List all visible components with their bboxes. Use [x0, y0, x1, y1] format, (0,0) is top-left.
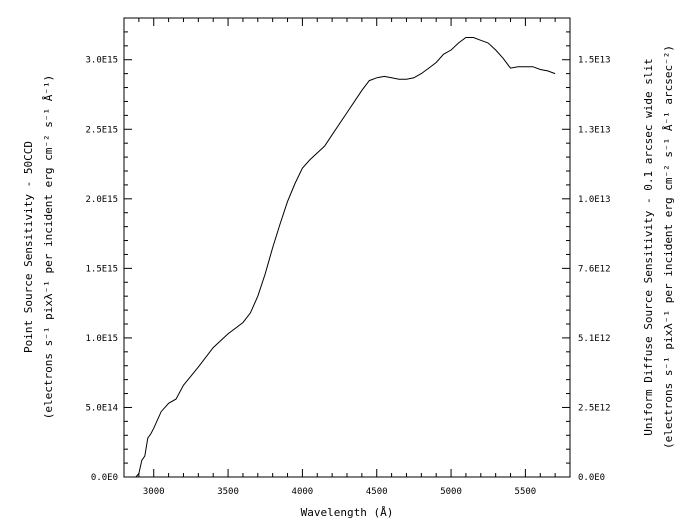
x-tick-label: 3500: [217, 487, 239, 497]
y-right-tick-label: 0.0E0: [578, 473, 605, 483]
x-tick-label: 4000: [292, 487, 314, 497]
y-left-tick-label: 2.0E15: [85, 195, 118, 205]
y-left-axis-title: Point Source Sensitivity - 50CCD: [22, 141, 35, 353]
y-right-tick-label: 1.0E13: [578, 195, 611, 205]
y-left-axis-ticks: 0.0E0 5.0E14 1.0E15 1.5E15 2.0E15 2.5E15 3.0E1…: [85, 17, 132, 483]
y-right-tick-label: 5.1E12: [578, 334, 611, 344]
y-left-tick-label: 1.5E15: [85, 264, 118, 274]
y-right-tick-label: 1.5E13: [578, 56, 611, 66]
y-right-tick-label: 7.6E12: [578, 264, 611, 274]
y-right-tick-label: 1.3E13: [578, 125, 611, 135]
y-left-tick-label: 3.0E15: [85, 56, 118, 66]
x-tick-label: 5000: [440, 487, 462, 497]
y-right-axis-ticks: 0.0E0 2.5E12 5.1E12 7.6E12 1.0E13 1.3E13 1.5E1…: [562, 17, 611, 483]
x-axis-ticks: 3000 3500 4000 4500 5000 5500: [123, 18, 571, 497]
y-left-axis-units: (electrons s⁻¹ pixλ⁻¹ per incident erg c…: [42, 75, 55, 419]
plot-frame: [123, 17, 571, 478]
y-right-axis-title: Uniform Diffuse Source Sensitivity - 0.1…: [642, 58, 655, 436]
x-axis-title: Wavelength (Å): [301, 506, 394, 519]
sensitivity-curve: [135, 37, 556, 478]
y-left-tick-label: 1.0E15: [85, 334, 118, 344]
y-left-tick-label: 5.0E14: [85, 403, 118, 413]
x-tick-label: 5500: [515, 487, 537, 497]
y-left-tick-label: 0.0E0: [91, 473, 118, 483]
x-tick-label: 3000: [143, 487, 165, 497]
y-right-axis-units: (electrons s⁻¹ pixλ⁻¹ per incident erg c…: [662, 45, 675, 449]
y-right-tick-label: 2.5E12: [578, 403, 611, 413]
x-tick-label: 4500: [366, 487, 388, 497]
y-left-tick-label: 2.5E15: [85, 125, 118, 135]
